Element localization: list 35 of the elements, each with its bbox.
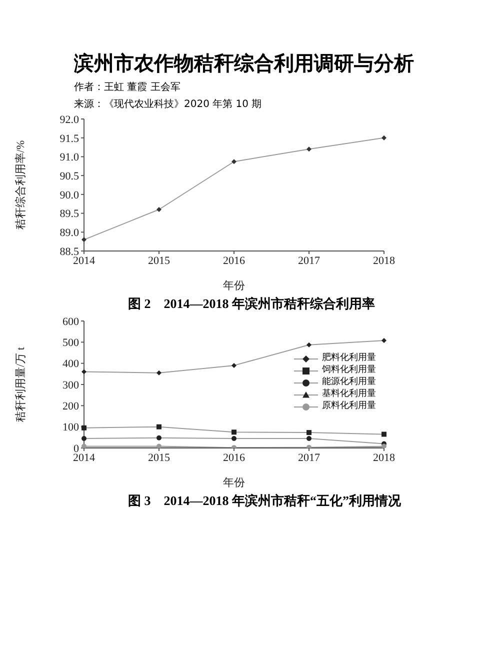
y-tick-label: 400 xyxy=(62,358,80,370)
x-tick-label: 2015 xyxy=(148,254,170,267)
y-tick-label: 600 xyxy=(62,316,80,328)
legend-label: 原料化利用量 xyxy=(322,401,376,412)
x-tick-label: 2017 xyxy=(298,452,320,464)
legend-label: 能源化利用量 xyxy=(322,377,376,388)
text: 图 2 2014—2018 年滨州市秸秆综合利用率 xyxy=(128,295,376,313)
source-note: 来源：《现代农业科技》2020 年第 10 期 xyxy=(74,98,263,111)
x-tick-label: 2016 xyxy=(223,254,246,267)
x-axis-title: 年份 xyxy=(223,280,245,292)
x-tick-label: 2018 xyxy=(373,452,396,464)
y-tick-label: 92.0 xyxy=(60,114,80,126)
y-tick-label: 90.0 xyxy=(60,189,80,202)
y-axis-title: 秸秆综合利用率/% xyxy=(14,140,27,230)
y-tick-label: 91.0 xyxy=(60,152,80,164)
y-tick-label: 90.5 xyxy=(60,170,80,182)
x-tick-label: 2015 xyxy=(148,452,170,464)
y-tick-label: 300 xyxy=(62,379,80,392)
legend-label: 肥料化利用量 xyxy=(322,353,376,364)
x-tick-label: 2017 xyxy=(298,254,320,267)
y-tick-label: 89.0 xyxy=(60,227,80,240)
legend-label: 饲料化利用量 xyxy=(322,365,376,376)
y-tick-label: 89.5 xyxy=(60,208,80,220)
y-tick-label: 500 xyxy=(62,337,80,350)
y-tick-label: 200 xyxy=(62,400,80,413)
y-tick-label: 100 xyxy=(62,422,80,434)
legend-label: 基料化利用量 xyxy=(322,389,376,400)
text: 作者：王虹 董霞 王会军 xyxy=(74,80,182,94)
text: 滨州市农作物秸秆综合利用调研与分析 xyxy=(74,50,415,77)
x-axis-title: 年份 xyxy=(223,477,245,489)
x-tick-label: 2018 xyxy=(373,254,396,267)
y-axis-title: 秸秆利用量/万 t xyxy=(14,347,27,422)
y-tick-label: 91.5 xyxy=(60,132,80,145)
text: 图 3 2014—2018 年滨州市秸秆“五化”利用情况 xyxy=(128,492,402,510)
x-tick-label: 2016 xyxy=(223,452,246,464)
